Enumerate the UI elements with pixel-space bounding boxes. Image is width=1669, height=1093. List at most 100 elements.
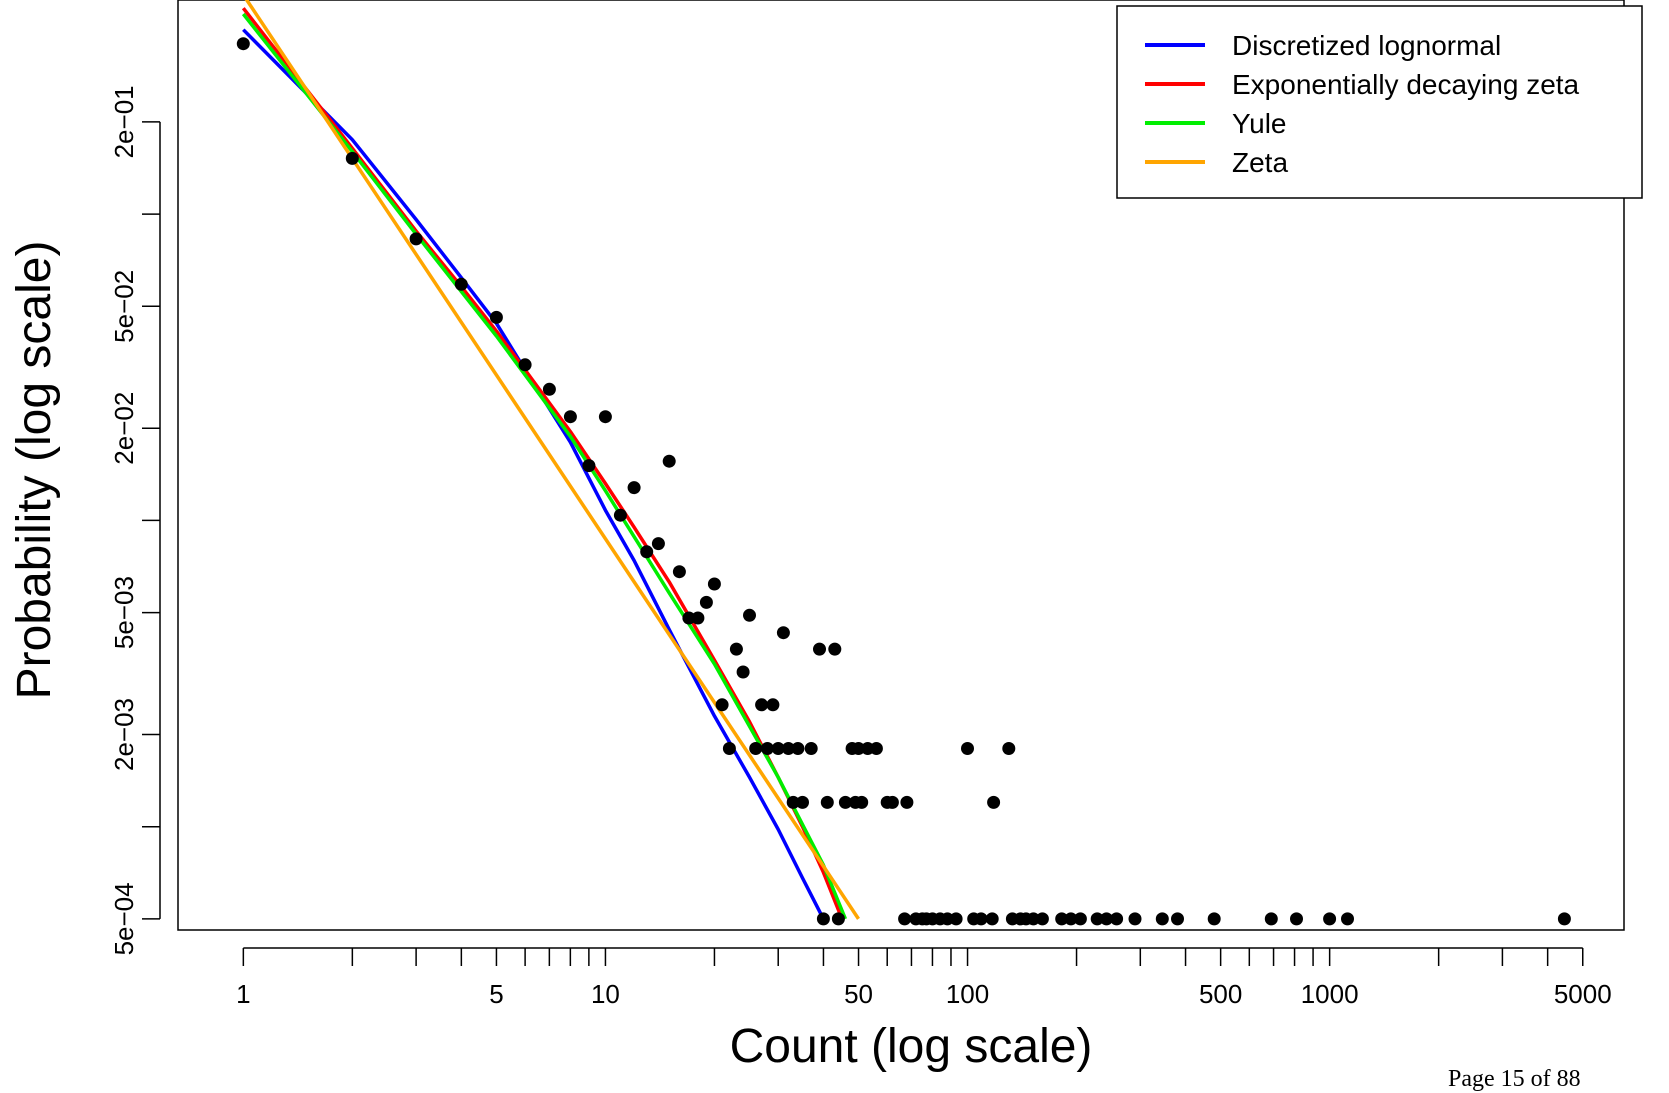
x-axis-title: Count (log scale): [730, 1020, 1093, 1073]
page-number-footer: Page 15 of 88: [1448, 1066, 1581, 1092]
data-point: [781, 742, 795, 755]
data-point: [236, 37, 250, 51]
data-point: [1055, 912, 1069, 926]
legend-label-zeta: Zeta: [1232, 147, 1288, 178]
legend-label-lognormal: Discretized lognormal: [1232, 30, 1501, 61]
data-point: [755, 698, 769, 712]
data-point: [852, 742, 865, 755]
data-point: [345, 151, 359, 165]
fitted-curves: [241, 0, 860, 920]
curve-zeta: [244, 0, 860, 920]
data-point: [489, 310, 503, 324]
data-point: [722, 742, 736, 755]
legend-label-exp-zeta: Exponentially decaying zeta: [1232, 69, 1580, 100]
data-point: [582, 459, 596, 473]
data-point: [987, 795, 1001, 809]
data-point: [1128, 912, 1142, 926]
data-point: [900, 795, 914, 809]
data-point: [699, 595, 713, 609]
y-tick-label: 5e−02: [109, 270, 139, 343]
x-tick-label: 50: [844, 979, 873, 1009]
data-point: [1110, 912, 1124, 926]
data-point: [1090, 912, 1104, 926]
data-point: [662, 454, 676, 468]
x-tick-label: 100: [946, 979, 989, 1009]
data-point: [640, 545, 654, 559]
x-axis: 1 5 10 50 100 500 1000 5000: [236, 947, 1612, 1009]
data-point: [1264, 912, 1278, 926]
legend-box: [1116, 5, 1643, 199]
x-tick-label: 1000: [1301, 979, 1359, 1009]
data-point: [766, 698, 780, 712]
data-point: [1002, 742, 1016, 755]
data-point: [961, 742, 974, 755]
data-point: [682, 611, 696, 625]
curve-lognormal: [242, 28, 825, 920]
data-point: [855, 795, 869, 809]
y-tick-label: 2e−01: [109, 85, 139, 158]
data-point: [672, 565, 686, 579]
data-point: [1035, 912, 1049, 926]
data-point: [1341, 912, 1354, 926]
data-point: [707, 577, 721, 591]
data-point: [816, 912, 830, 926]
data-point: [1207, 912, 1221, 926]
data-point: [1155, 912, 1169, 926]
data-point: [1100, 912, 1113, 926]
y-tick-label: 2e−02: [109, 392, 139, 465]
data-point: [791, 742, 805, 755]
data-point: [813, 642, 826, 656]
data-point: [985, 912, 999, 926]
y-tick-label: 5e−04: [109, 882, 139, 955]
data-point: [454, 277, 468, 291]
data-point: [1557, 912, 1571, 926]
x-tick-label: 10: [591, 979, 620, 1009]
data-point: [715, 698, 729, 712]
data-point: [691, 611, 705, 625]
curve-yule: [241, 12, 848, 920]
x-tick-label: 1: [236, 979, 250, 1009]
data-point: [613, 508, 627, 522]
data-point: [1323, 912, 1337, 926]
data-point: [1073, 912, 1087, 926]
y-axis-title: Probability (log scale): [8, 241, 61, 700]
data-point: [598, 410, 612, 424]
legend-label-yule: Yule: [1232, 108, 1287, 139]
y-tick-label: 2e−03: [109, 698, 139, 771]
data-point: [820, 795, 834, 809]
plot-frame: [177, 0, 1625, 931]
data-point: [974, 912, 988, 926]
x-tick-label: 5: [489, 979, 503, 1009]
x-tick-label: 500: [1199, 979, 1242, 1009]
data-point: [898, 912, 912, 926]
data-point: [804, 742, 818, 755]
legend: Discretized lognormal Exponentially deca…: [1116, 5, 1643, 199]
data-point: [627, 481, 641, 495]
data-point: [518, 358, 532, 372]
data-point: [869, 742, 883, 755]
data-point: [1064, 912, 1078, 926]
data-point: [796, 795, 809, 809]
data-point: [949, 912, 963, 926]
data-point: [542, 382, 556, 396]
data-point: [760, 742, 774, 755]
data-point: [651, 537, 665, 551]
data-point: [409, 232, 423, 246]
data-point: [729, 642, 743, 656]
data-point: [885, 795, 899, 809]
data-point: [831, 912, 845, 926]
y-tick-label: 5e−03: [109, 576, 139, 649]
y-axis: 5e−04 2e−03 5e−03 2e−02 5e−02 2e−01: [109, 85, 161, 955]
data-point: [1290, 912, 1303, 926]
data-point: [828, 642, 842, 656]
x-tick-label: 5000: [1554, 979, 1612, 1009]
data-point: [1171, 912, 1184, 926]
observed-points: [236, 37, 1571, 926]
data-point: [749, 742, 763, 755]
data-point: [1026, 912, 1040, 926]
data-point: [743, 608, 756, 622]
data-point: [736, 665, 750, 679]
data-point: [563, 410, 577, 424]
data-point: [838, 795, 852, 809]
